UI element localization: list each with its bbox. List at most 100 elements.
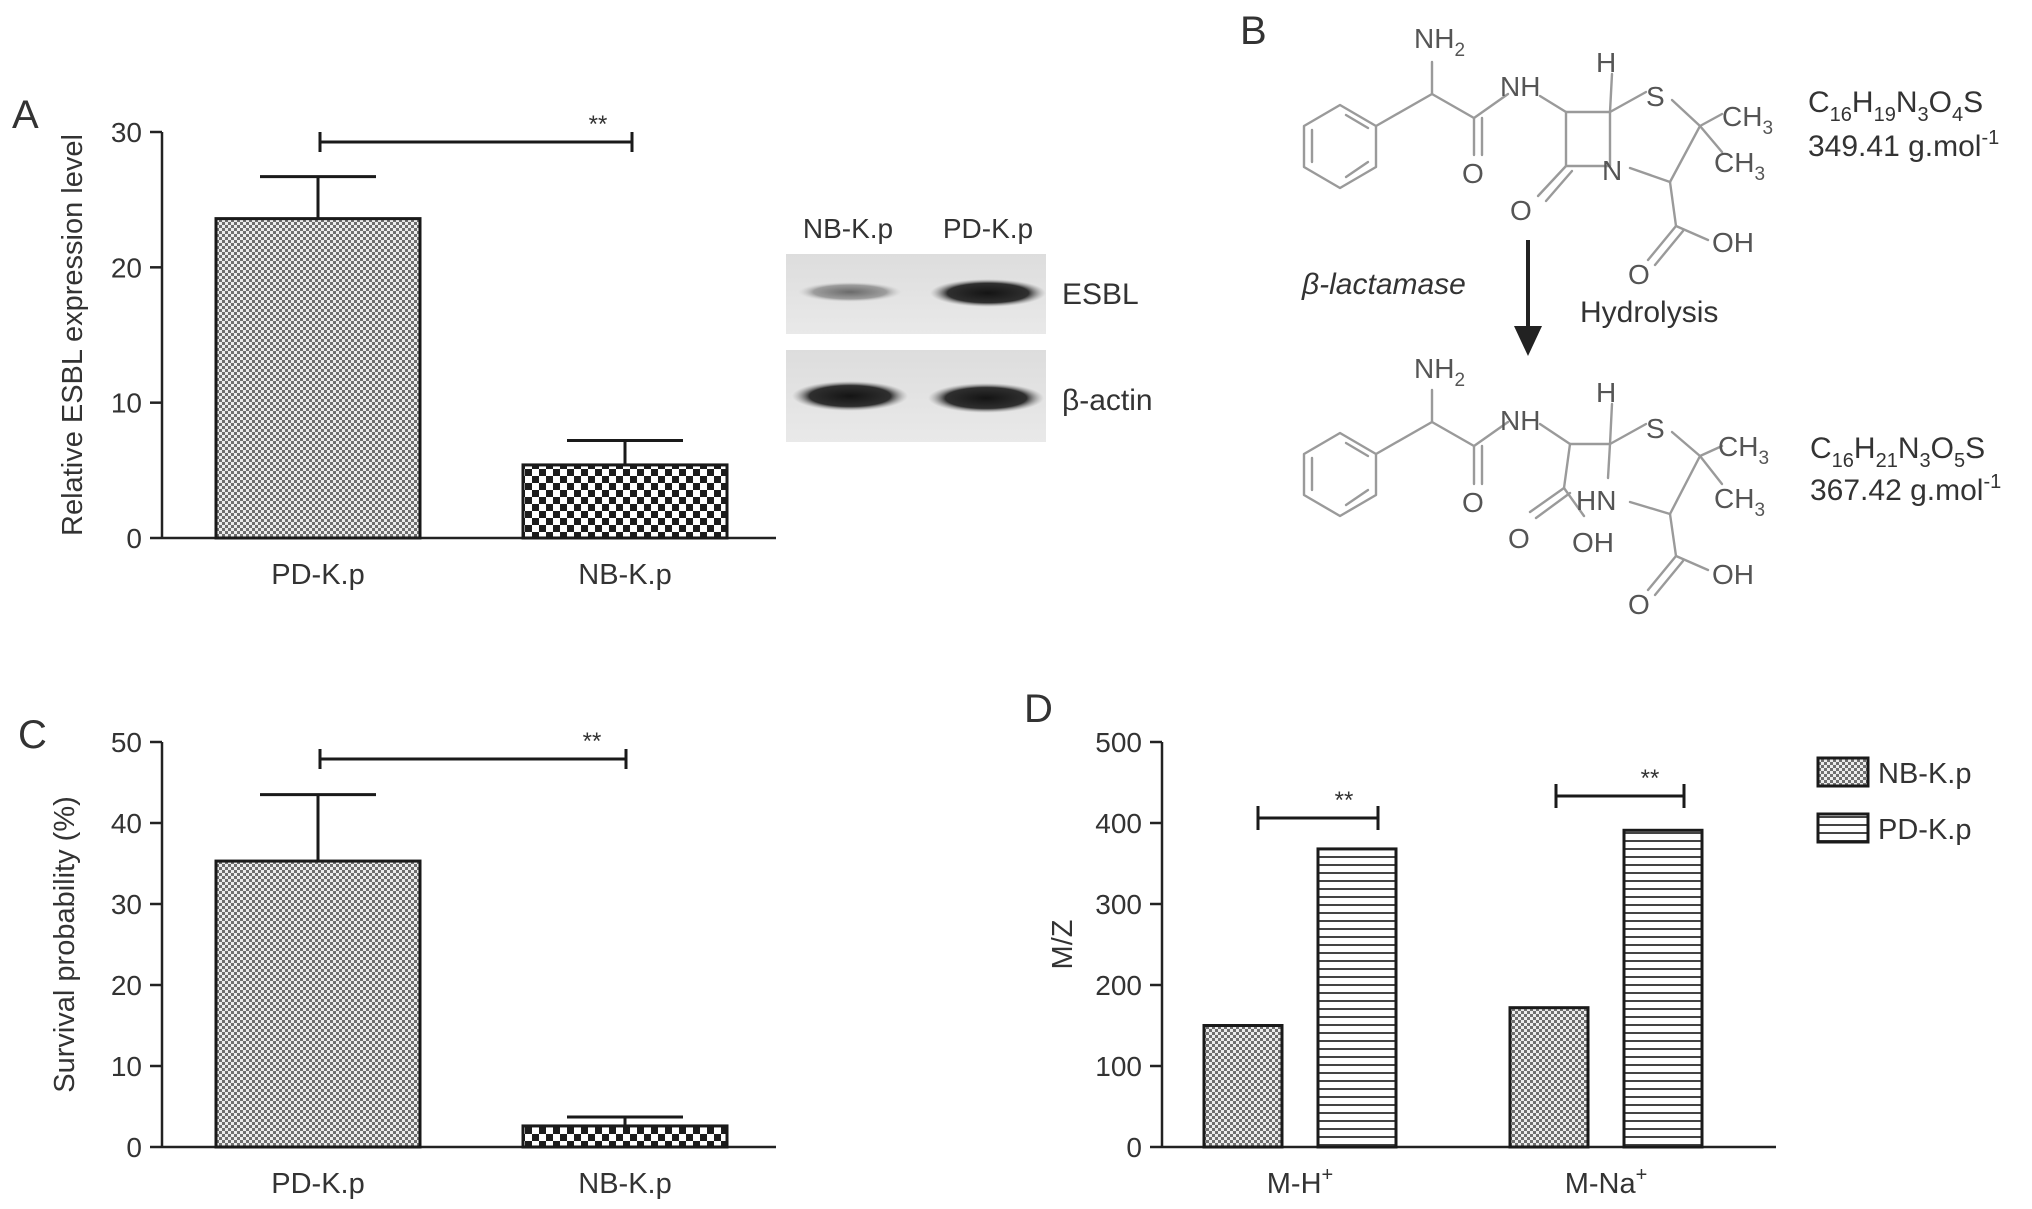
atom-h: H: [1596, 47, 1616, 78]
mass-reactant: 349.41 g.mol-1: [1808, 127, 1999, 163]
atom-ch3-top: CH3: [1718, 431, 1769, 469]
atom-nh2: NH2: [1414, 23, 1465, 61]
blot-band-label-actin: β-actin: [1062, 384, 1153, 417]
x-tick-label-main: PD-K.p: [271, 1168, 364, 1200]
bar: [1622, 828, 1704, 1149]
legend-swatch: [1816, 756, 1870, 788]
y-tick-label: 300: [1095, 889, 1142, 920]
panel-letter-a: A: [12, 93, 39, 137]
formula-element: C: [1810, 432, 1832, 465]
process-label: Hydrolysis: [1580, 296, 1718, 329]
band-esbl-pd: [930, 279, 1046, 307]
chart-a-expression: 0 10 20 30 Relative ESBL expression level PD-…: [57, 111, 776, 591]
atom-ch3-top: CH3: [1722, 101, 1773, 139]
atom-ch3-bottom: CH3: [1714, 147, 1765, 185]
formula-element: O: [1931, 432, 1954, 465]
atom-hn: HN: [1576, 485, 1616, 516]
formula-element: N: [1896, 86, 1918, 119]
x-tick-label: PD-K.p: [271, 559, 364, 591]
x-tick-label-main: PD-K.p: [271, 559, 364, 591]
bar: [214, 859, 422, 1149]
bar: [1202, 1024, 1284, 1149]
y-tick-label: 20: [111, 970, 142, 1001]
atom-o-amide: O: [1462, 487, 1484, 518]
benzene-ring: [1302, 103, 1378, 190]
y-tick-label: 30: [111, 889, 142, 920]
formula-element: H: [1854, 432, 1876, 465]
reaction-scheme: NH2 NH H S N O O O OH CH3 CH3 C16H19N3O4…: [1301, 23, 2001, 620]
formula-subscript: 19: [1874, 104, 1896, 126]
x-tick-label-main: NB-K.p: [578, 559, 671, 591]
legend-swatch: [1816, 812, 1870, 844]
enzyme-label: β-lactamase: [1301, 268, 1466, 301]
y-axis-label: M/Z: [1047, 920, 1079, 970]
y-tick-label: 30: [111, 117, 142, 148]
formula-element: O: [1929, 86, 1952, 119]
atom-o-amide: O: [1462, 158, 1484, 189]
y-tick-label: 200: [1095, 970, 1142, 1001]
atom-nh: NH: [1500, 71, 1540, 102]
y-tick-label: 10: [111, 1051, 142, 1082]
band-actin-nb: [792, 381, 908, 411]
x-tick-label-main: M-H: [1267, 1168, 1322, 1200]
formula-subscript: 3: [1920, 450, 1931, 472]
bar: [1508, 1006, 1590, 1149]
formula-element: H: [1852, 86, 1874, 119]
y-tick-label: 100: [1095, 1051, 1142, 1082]
atom-s: S: [1646, 413, 1665, 444]
molecule-product: NH2 NH H S HN O O OH O OH CH3 CH3: [1302, 353, 1769, 620]
legend: NB-K.p PD-K.p: [1816, 756, 1971, 846]
blot-band-label-esbl: ESBL: [1062, 278, 1139, 311]
bar: [521, 1124, 729, 1149]
atom-n: N: [1602, 155, 1622, 186]
formula-subscript: 3: [1918, 104, 1929, 126]
bar: [1316, 847, 1398, 1149]
x-tick-label-main: M-Na: [1565, 1168, 1637, 1200]
atom-nh: NH: [1500, 405, 1540, 436]
y-tick-label: 0: [126, 523, 142, 554]
atom-ch3-bottom: CH3: [1714, 483, 1765, 521]
x-tick-label: NB-K.p: [578, 559, 671, 591]
formula-element: N: [1898, 432, 1920, 465]
y-tick-label: 50: [111, 727, 142, 758]
atom-o-acid1: O: [1508, 523, 1530, 554]
blot-lane-label-1: NB-K.p: [803, 213, 893, 244]
legend-label: PD-K.p: [1878, 814, 1971, 846]
western-blot: NB-K.p PD-K.p ESBL β-actin: [786, 213, 1153, 442]
formula-reactant: C16H19N3O4S: [1808, 86, 1983, 126]
bar: [521, 463, 729, 540]
formula-element: S: [1965, 432, 1985, 465]
panel-letter-b: B: [1240, 9, 1267, 53]
x-tick-label-sup: +: [1636, 1164, 1648, 1186]
significance-label: **: [1641, 765, 1660, 792]
atom-nh2: NH2: [1414, 353, 1465, 391]
y-tick-label: 10: [111, 388, 142, 419]
formula-subscript: 5: [1954, 450, 1965, 472]
band-esbl-nb: [798, 282, 902, 302]
significance-label: **: [583, 728, 602, 755]
blot-lane-label-2: PD-K.p: [943, 213, 1033, 244]
y-tick-label: 40: [111, 808, 142, 839]
x-tick-label: PD-K.p: [271, 1168, 364, 1200]
reaction-arrowhead: [1514, 326, 1542, 356]
y-tick-label: 400: [1095, 808, 1142, 839]
atom-o-lactam: O: [1510, 195, 1532, 226]
molecule-reactant: NH2 NH H S N O O O OH CH3 CH3: [1302, 23, 1773, 290]
panel-letter-c: C: [18, 713, 47, 757]
y-tick-label: 0: [1126, 1132, 1142, 1163]
formula-element: C: [1808, 86, 1830, 119]
band-actin-pd: [928, 383, 1044, 413]
significance-label: **: [1335, 787, 1354, 814]
atom-oh: OH: [1712, 227, 1754, 258]
y-axis-label: Relative ESBL expression level: [57, 134, 89, 536]
x-tick-label-sup: +: [1322, 1164, 1334, 1186]
bar: [214, 217, 422, 540]
formula-subscript: 16: [1832, 450, 1854, 472]
atom-h: H: [1596, 377, 1616, 408]
panel-letter-d: D: [1024, 687, 1053, 731]
atom-o-acid2: O: [1628, 589, 1650, 620]
beta-lactam-ring: [1564, 110, 1612, 168]
formula-element: S: [1963, 86, 1983, 119]
